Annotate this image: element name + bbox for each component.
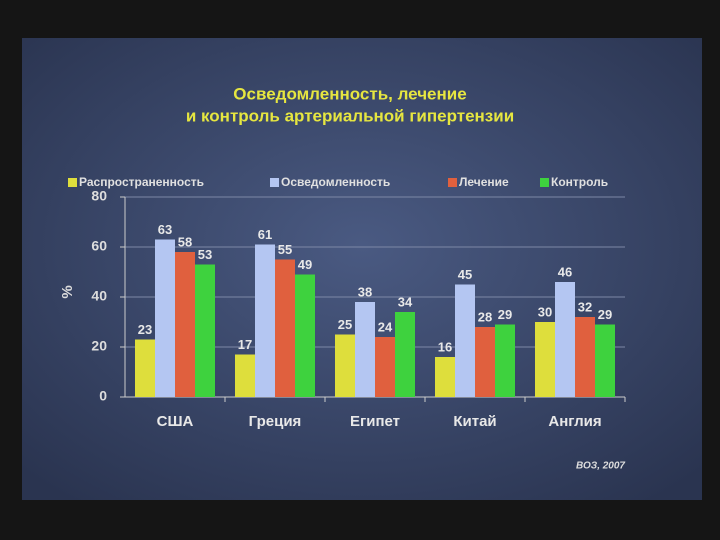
data-label: 23 [138,322,152,337]
bar [235,354,255,397]
data-label: 45 [458,267,472,282]
legend-swatch [68,178,77,187]
bar [275,259,295,397]
y-tick-label: 20 [91,338,107,354]
data-label: 46 [558,264,572,279]
data-label: 34 [398,294,413,309]
y-axis-label: % [59,285,76,298]
bar [295,274,315,397]
bar [195,264,215,397]
y-tick-label: 80 [91,188,107,204]
chart-title: Осведомленность, лечение [233,84,466,103]
y-tick-label: 40 [91,288,107,304]
data-label: 16 [438,339,452,354]
data-label: 17 [238,337,252,352]
x-tick-label: Греция [249,413,302,430]
data-label: 63 [158,222,172,237]
bar [155,239,175,397]
bar [375,337,395,397]
bar [335,334,355,397]
data-label: 53 [198,247,212,262]
data-label: 24 [378,319,393,334]
legend-label: Осведомленность [281,175,390,189]
bar [175,252,195,397]
legend-label: Лечение [459,175,509,189]
legend-swatch [270,178,279,187]
bar [495,324,515,397]
data-label: 58 [178,234,192,249]
bar [535,322,555,397]
bar [475,327,495,397]
x-tick-label: Египет [350,413,400,430]
y-tick-label: 60 [91,238,107,254]
legend-label: Распространенность [79,175,204,189]
bar [555,282,575,397]
data-label: 28 [478,309,492,324]
legend-swatch [448,178,457,187]
bar [435,357,455,397]
data-label: 30 [538,304,552,319]
x-tick-label: Англия [548,413,601,430]
slide [22,38,702,500]
x-tick-label: США [157,413,194,430]
bar [135,339,155,397]
x-tick-label: Китай [453,413,496,430]
bar [355,302,375,397]
data-label: 49 [298,257,312,272]
data-label: 29 [598,307,612,322]
data-label: 61 [258,227,272,242]
bar [455,284,475,397]
bar [575,317,595,397]
bar [395,312,415,397]
chart-title: и контроль артериальной гипертензии [186,106,514,125]
bar [595,324,615,397]
data-label: 32 [578,299,592,314]
data-label: 25 [338,317,352,332]
data-label: 55 [278,242,292,257]
data-label: 29 [498,307,512,322]
data-label: 38 [358,284,372,299]
source: ВОЗ, 2007 [576,461,625,472]
legend-swatch [540,178,549,187]
legend-label: Контроль [551,175,608,189]
y-tick-label: 0 [99,388,107,404]
bar [255,244,275,397]
